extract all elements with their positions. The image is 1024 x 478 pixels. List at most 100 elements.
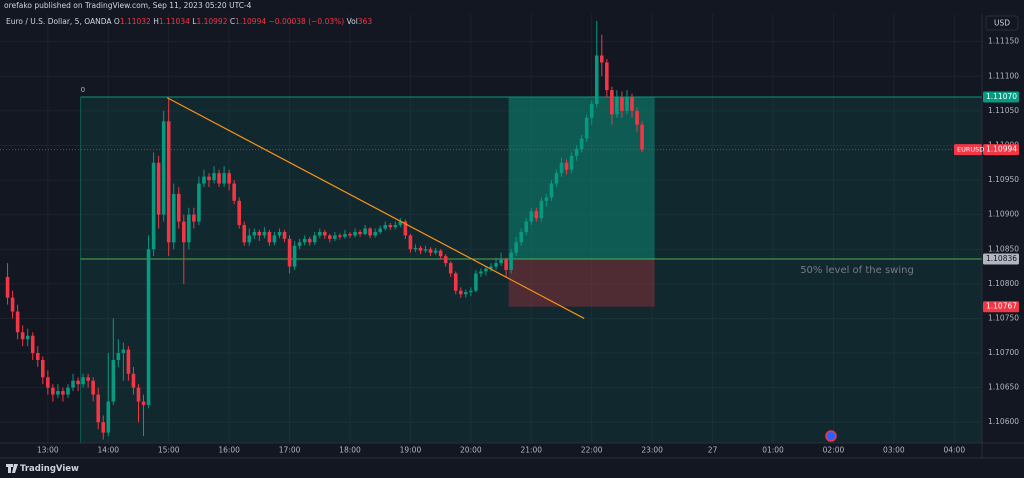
candle-body: [519, 231, 524, 243]
legend-value: 1.11032: [120, 17, 151, 26]
footer-brand: TradingView: [20, 464, 79, 474]
candle-body: [166, 121, 171, 243]
x-tick-label: 04:00: [943, 446, 965, 455]
trendline: [166, 97, 585, 319]
annotation: 50% level of the swing: [800, 265, 914, 276]
legend-key: C: [230, 17, 235, 26]
candle-body: [297, 242, 302, 246]
candle-body: [438, 250, 443, 257]
candle-body: [539, 200, 544, 219]
candle-body: [272, 235, 277, 243]
candle-body: [479, 271, 483, 274]
header-title: orefako published on TradingView.com, Se…: [4, 1, 252, 10]
candle-body: [202, 176, 206, 184]
candle-body: [307, 238, 312, 243]
candle-body: [61, 391, 65, 395]
legend-volume: 363: [358, 17, 373, 26]
candle-body: [398, 221, 403, 226]
candle-body: [504, 259, 508, 271]
currency-label: USD: [994, 19, 1010, 28]
x-tick-label: 27: [708, 446, 718, 455]
candle-body: [247, 235, 252, 243]
overlay: [166, 97, 585, 319]
x-tick-label: 17:00: [279, 446, 301, 455]
candle-body: [41, 359, 45, 378]
candle-body: [267, 231, 272, 243]
candle-body: [408, 235, 413, 250]
candle-body: [630, 97, 634, 111]
candle-body: [323, 231, 327, 236]
candle-body: [66, 387, 70, 395]
x-tick-label: 03:00: [883, 446, 905, 455]
candle-body: [599, 55, 604, 63]
candle-body: [317, 231, 322, 236]
candle-body: [484, 268, 488, 272]
candle-body: [605, 62, 609, 91]
candle-body: [514, 242, 518, 253]
candle-body: [620, 97, 624, 111]
candle-body: [433, 250, 438, 253]
candle-body: [529, 211, 534, 222]
candle-body: [5, 276, 10, 298]
candle-body: [489, 266, 493, 269]
candle-body: [131, 373, 136, 388]
candle-body: [282, 231, 287, 239]
axes: 1.111501.111001.110501.110001.109501.109…: [37, 37, 1019, 455]
price-label: 1.11070: [986, 92, 1017, 101]
x-tick-label: 23:00: [641, 446, 663, 455]
candle-body: [262, 231, 267, 236]
candle-body: [464, 292, 468, 295]
candle-body: [116, 353, 121, 360]
candle-body: [418, 247, 423, 251]
legend-volume-key: Vol: [347, 17, 358, 26]
candle-body: [86, 377, 90, 381]
candle-body: [564, 162, 569, 170]
symbol-name: Euro / U.S. Dollar, 5, OANDA: [6, 17, 112, 26]
stop-zone: [508, 258, 655, 307]
candle-body: [96, 394, 100, 423]
fib-label: 0: [81, 86, 85, 94]
candle-body: [71, 380, 75, 388]
candle-body: [625, 97, 629, 111]
legend-key: L: [192, 17, 197, 26]
legend-value: 1.11034: [159, 17, 190, 26]
candle-body: [378, 228, 383, 232]
symbol-legend: Euro / U.S. Dollar, 5, OANDA O1.11032 H1…: [6, 17, 372, 26]
currency-button[interactable]: [985, 15, 1019, 31]
x-tick-label: 19:00: [400, 446, 422, 455]
target-zone: [508, 97, 655, 259]
candle-body: [574, 148, 579, 156]
candle-body: [469, 290, 473, 293]
price-label-box: [983, 91, 1019, 103]
candle-body: [146, 249, 151, 405]
candle-body: [76, 380, 80, 385]
candle-body: [635, 110, 639, 125]
price-label-box: [983, 144, 1019, 156]
candle-body: [363, 228, 367, 235]
x-tick-label: 21:00: [520, 446, 542, 455]
x-tick-label: 02:00: [823, 446, 845, 455]
legend-key: O: [114, 17, 120, 26]
candle-body: [579, 138, 584, 149]
candle-body: [136, 387, 141, 402]
candle-body: [35, 353, 40, 360]
candle-body: [111, 359, 116, 402]
candle-body: [373, 231, 377, 236]
x-tick-label: 01:00: [762, 446, 784, 455]
candle-body: [615, 97, 619, 115]
candles: [5, 20, 644, 440]
candle-body: [106, 401, 111, 433]
y-tick-label: 1.10600: [988, 417, 1019, 426]
candle-body: [277, 231, 282, 236]
candle-body: [51, 387, 55, 395]
price-label: 1.10994: [986, 145, 1017, 154]
candle-body: [388, 225, 393, 228]
candle-body: [217, 173, 221, 184]
y-tick-label: 1.10950: [988, 175, 1019, 184]
candle-body: [287, 238, 292, 267]
drawings: 0 50% level of the swing: [0, 86, 983, 443]
event-icon[interactable]: [825, 430, 837, 442]
candle-body: [589, 103, 594, 118]
